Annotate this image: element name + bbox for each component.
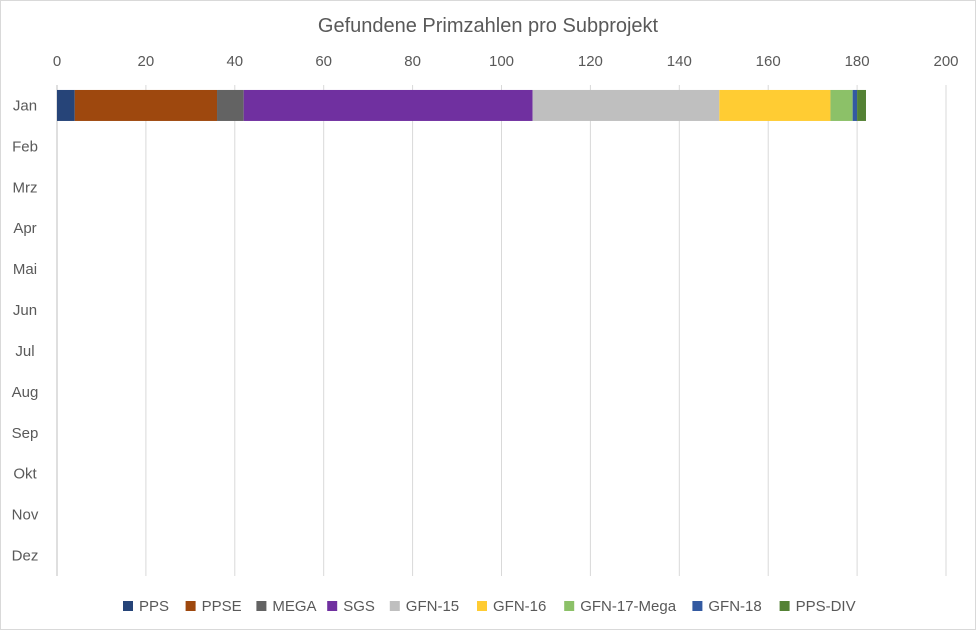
x-tick-label: 100 (489, 53, 514, 70)
legend-label: GFN-15 (406, 598, 459, 615)
chart-title: Gefundene Primzahlen pro Subprojekt (318, 15, 659, 37)
legend-label: PPSE (202, 598, 242, 615)
x-tick-label: 80 (404, 53, 421, 70)
y-tick-label: Mai (13, 261, 37, 278)
x-tick-label: 20 (138, 53, 155, 70)
legend-label: GFN-16 (493, 598, 546, 615)
legend-label: PPS (139, 598, 169, 615)
x-axis-ticks: 0 20 40 60 80 100 120 140 160 180 200 (53, 53, 959, 70)
bar-segment (830, 89, 853, 121)
legend-label: GFN-18 (708, 598, 761, 615)
bar-segment (74, 89, 218, 121)
y-tick-label: Feb (12, 138, 38, 155)
x-tick-label: 140 (667, 53, 692, 70)
legend-swatch (185, 601, 196, 611)
x-tick-label: 200 (933, 53, 958, 70)
legend-swatch (692, 601, 703, 611)
bar-segment (217, 89, 244, 121)
x-tick-label: 180 (845, 53, 870, 70)
x-tick-label: 0 (53, 53, 61, 70)
legend-label: PPS-DIV (796, 598, 856, 615)
y-tick-label: Aug (12, 384, 39, 401)
y-tick-label: Mrz (13, 179, 38, 196)
bar-segment (719, 89, 831, 121)
y-tick-label: Jun (13, 302, 37, 319)
y-tick-label: Jan (13, 97, 37, 114)
y-tick-label: Jul (15, 343, 34, 360)
x-tick-label: 60 (315, 53, 332, 70)
legend-swatch (779, 601, 790, 611)
y-tick-label: Apr (13, 220, 36, 237)
legend-swatch (564, 601, 575, 611)
legend-swatch (327, 601, 338, 611)
bar-segment (57, 89, 75, 121)
y-axis-ticks: Jan Feb Mrz Apr Mai Jun Jul Aug Sep Okt Nov Dez (12, 97, 39, 564)
legend: PPS PPSE MEGA SGS GFN-15 GFN-16 GFN-17-Mega GFN… (123, 598, 856, 615)
bar-segment (852, 89, 858, 121)
legend-swatch (389, 601, 400, 611)
legend-swatch (123, 601, 133, 611)
legend-label: MEGA (272, 598, 316, 615)
y-tick-label: Sep (12, 425, 39, 442)
x-tick-label: 40 (226, 53, 243, 70)
y-tick-label: Dez (12, 548, 39, 565)
bars (57, 89, 866, 121)
bar-segment (243, 89, 533, 121)
x-tick-label: 120 (578, 53, 603, 70)
legend-label: GFN-17-Mega (580, 598, 677, 615)
bar-segment (857, 89, 866, 121)
x-tick-label: 160 (756, 53, 781, 70)
legend-swatch (477, 601, 487, 611)
y-tick-label: Okt (13, 466, 37, 483)
grid (56, 85, 947, 576)
y-tick-label: Nov (12, 507, 39, 524)
legend-label: SGS (343, 598, 375, 615)
legend-swatch (256, 601, 267, 611)
bar-segment (532, 89, 720, 121)
